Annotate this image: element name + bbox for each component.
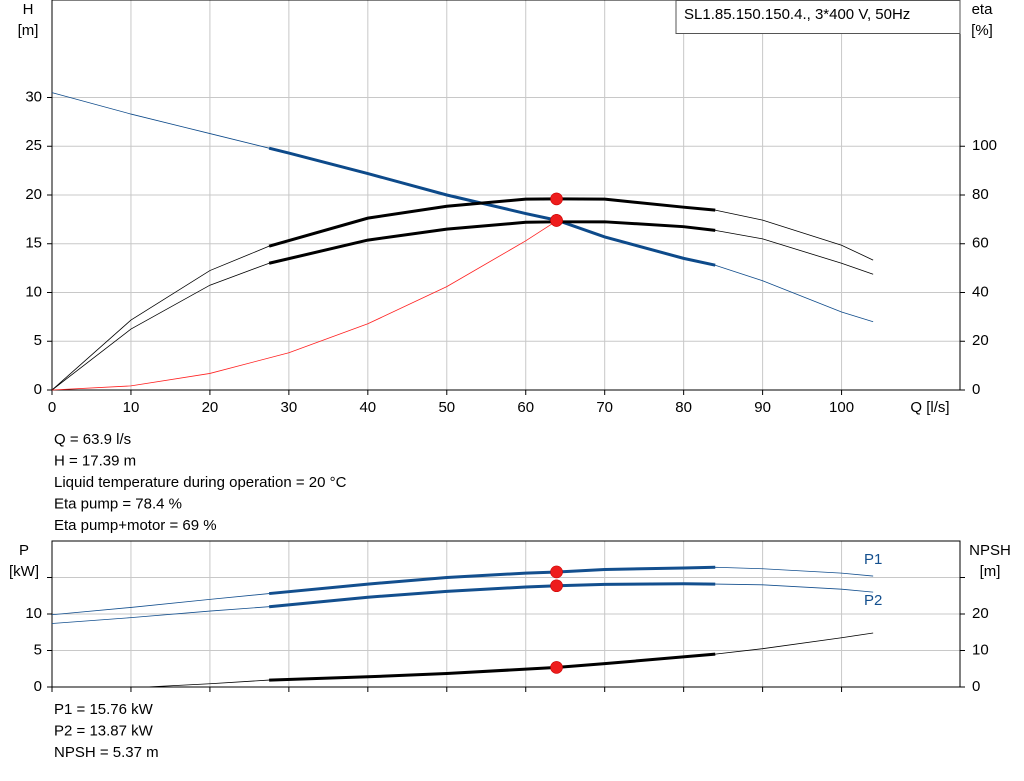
curve-preferred xyxy=(268,565,716,596)
info-line: Q = 63.9 l/s xyxy=(54,431,131,448)
info-line: Eta pump = 78.4 % xyxy=(54,495,182,512)
x-tick-label: 40 xyxy=(359,399,376,416)
info-line: H = 17.39 m xyxy=(54,452,136,469)
operating-point xyxy=(550,565,563,579)
info-line: Eta pump+motor = 69 % xyxy=(54,517,217,534)
curve-preferred xyxy=(268,220,716,265)
y2-axis-unit: [m] xyxy=(980,563,1001,580)
x-tick-label: 90 xyxy=(754,399,771,416)
curve xyxy=(146,632,874,688)
plot-frame xyxy=(51,540,961,688)
curve xyxy=(51,220,558,391)
x-tick-label: 30 xyxy=(281,399,298,416)
x-tick-label: 50 xyxy=(438,399,455,416)
y2-tick-label: 100 xyxy=(972,137,997,154)
x-tick-label: 80 xyxy=(675,399,692,416)
y-tick-label: 10 xyxy=(25,283,42,300)
curve-preferred xyxy=(268,197,716,248)
y-axis-title: P xyxy=(19,542,29,559)
y-tick-label: 0 xyxy=(34,381,42,398)
y-tick-label: 10 xyxy=(25,605,42,622)
y-tick-label: 20 xyxy=(25,186,42,203)
y-axis-unit: [m] xyxy=(18,22,39,39)
y-tick-label: 5 xyxy=(34,641,42,658)
y2-tick-label: 40 xyxy=(972,283,989,300)
operating-point xyxy=(550,661,563,674)
title-box xyxy=(675,0,961,34)
y2-tick-label: 80 xyxy=(972,186,989,203)
x-tick-label: 0 xyxy=(48,399,56,416)
operating-point xyxy=(550,214,563,227)
y-tick-label: 0 xyxy=(34,678,42,695)
y2-tick-label: 0 xyxy=(972,381,980,398)
x-tick-label: 100 xyxy=(829,399,854,416)
label-bg xyxy=(970,564,1010,582)
y-tick-label: 30 xyxy=(25,88,42,105)
x-tick-label: 20 xyxy=(202,399,219,416)
operating-point xyxy=(550,192,563,206)
info-line: Liquid temperature during operation = 20… xyxy=(54,474,347,491)
y2-tick-label: 10 xyxy=(972,641,989,658)
chart-title: SL1.85.150.150.4., 3*400 V, 50Hz xyxy=(684,6,910,23)
y-axis-unit: [kW] xyxy=(9,563,39,580)
y2-axis-title: eta xyxy=(972,1,994,18)
plot-frame xyxy=(51,0,961,391)
y2-axis-unit: [%] xyxy=(971,22,993,39)
y2-tick-label: 20 xyxy=(972,332,989,349)
operating-point xyxy=(550,579,563,593)
curve xyxy=(51,221,874,391)
y2-tick-label: 60 xyxy=(972,235,989,252)
info-line: NPSH = 5.37 m xyxy=(54,744,159,761)
x-tick-label: 10 xyxy=(123,399,140,416)
x-tick-label: 60 xyxy=(517,399,534,416)
y-tick-label: 5 xyxy=(34,332,42,349)
y2-tick-label: 20 xyxy=(972,605,989,622)
x-axis-title: Q [l/s] xyxy=(910,399,949,416)
curve-preferred xyxy=(269,652,716,682)
curve-preferred xyxy=(268,582,716,609)
y2-tick-label: 0 xyxy=(972,678,980,695)
legend-label: P2 xyxy=(864,592,882,609)
y-axis-title: H xyxy=(23,1,34,18)
curve-preferred xyxy=(268,146,716,267)
x-tick-label: 70 xyxy=(596,399,613,416)
label-bg xyxy=(905,398,957,416)
y-tick-label: 15 xyxy=(25,235,42,252)
label-bg xyxy=(4,564,46,582)
y2-axis-title: NPSH xyxy=(969,542,1011,559)
info-line: P1 = 15.76 kW xyxy=(54,701,154,718)
y-tick-label: 25 xyxy=(25,137,42,154)
legend-label: P1 xyxy=(864,551,882,568)
curve xyxy=(51,92,874,323)
info-line: P2 = 13.87 kW xyxy=(54,722,154,739)
